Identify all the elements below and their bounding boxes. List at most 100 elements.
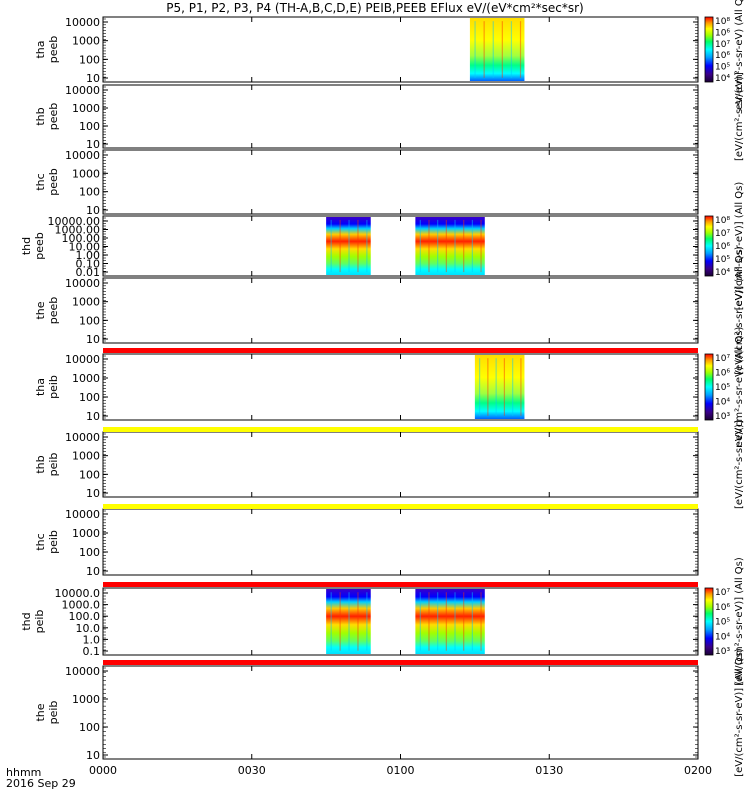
- y-tick-label: 1000: [72, 527, 100, 540]
- y-tick-label: 10000.0: [55, 587, 101, 600]
- spectrogram-streak: [454, 219, 456, 273]
- y-tick-label: 10000.00: [48, 215, 101, 228]
- spectrogram-streak: [463, 592, 465, 651]
- spectrogram-streak: [479, 358, 481, 416]
- panel-frame: [102, 84, 699, 149]
- y-tick-label: 10: [86, 410, 100, 423]
- spectrogram-streak: [519, 21, 522, 78]
- y-tick-label: 1000: [72, 372, 100, 385]
- colorbar-tick-label: 10⁸: [715, 216, 730, 226]
- colorbar-tick-label: 10⁷: [715, 40, 730, 50]
- y-tick-label: 10.0: [76, 622, 101, 635]
- y-tick-label: 1.0: [83, 633, 101, 646]
- panel-frame: [102, 149, 699, 215]
- colorbar: [704, 587, 714, 656]
- panel-label-instrument: peib: [47, 701, 60, 725]
- colorbar-tick-label: 10⁶: [715, 369, 730, 379]
- colorbar-tick-label: 10⁶: [715, 603, 730, 613]
- x-tick-label: 0200: [684, 764, 712, 777]
- spectrogram-streak: [357, 592, 359, 651]
- y-tick-label: 100.0: [69, 610, 101, 623]
- panel-frame: [102, 215, 699, 277]
- spectrogram-streak: [428, 219, 430, 273]
- spectrogram-streak: [471, 219, 473, 273]
- spectrogram-streak: [474, 21, 476, 78]
- y-tick-label: 100: [79, 314, 100, 327]
- colorbar-label: [eV/(cm²-s-sr-eV)]: [734, 420, 745, 509]
- y-tick-label: 10: [86, 749, 100, 762]
- colorbar-tick-label: 10³: [715, 412, 730, 422]
- spectrogram-streak: [437, 219, 439, 273]
- y-tick-label: 10: [86, 487, 100, 500]
- panel-label-instrument: peib: [47, 453, 60, 477]
- y-tick-label: 0.10: [76, 258, 101, 271]
- spectrogram-streak: [480, 592, 482, 651]
- spectrogram-streak: [330, 219, 332, 273]
- spectrogram-streak: [495, 358, 497, 416]
- flag-bar: [103, 504, 698, 509]
- spectrogram-streak: [339, 592, 341, 651]
- spectrogram-streak: [492, 21, 494, 78]
- panel-label-probe: tha: [34, 378, 47, 396]
- panel-label-probe: thc: [34, 173, 47, 190]
- chart-title: P5, P1, P2, P3, P4 (TH-A,B,C,D,E) PEIB,P…: [166, 1, 584, 15]
- spectrogram-streak: [330, 592, 332, 651]
- spectrogram-streak: [520, 358, 522, 416]
- y-tick-label: 100: [79, 468, 100, 481]
- panel-label-probe: thb: [34, 455, 47, 473]
- colorbar-label: [eV/(cm²-s-sr-eV)] (All Qs): [734, 557, 745, 686]
- spectrogram-streak: [501, 21, 503, 78]
- y-tick-label: 100: [79, 546, 100, 559]
- colorbar-tick-label: 10⁵: [715, 255, 730, 265]
- panel-label-probe: thd: [20, 612, 33, 630]
- spectrogram-streak: [445, 592, 447, 651]
- y-tick-label: 100: [79, 53, 100, 66]
- y-tick-label: 100: [79, 186, 100, 199]
- x-tick-label: 0030: [238, 764, 266, 777]
- y-tick-label: 10000: [65, 84, 100, 97]
- panel-label-probe: thd: [20, 237, 33, 255]
- panel-frame: [102, 353, 699, 421]
- y-tick-label: 10: [86, 204, 100, 217]
- panel-label-probe: the: [34, 301, 47, 319]
- panel-label-instrument: peib: [47, 375, 60, 399]
- y-tick-label: 10: [86, 138, 100, 151]
- flag-bar: [103, 582, 698, 587]
- panel-frame: [102, 665, 699, 760]
- y-tick-label: 1000.0: [62, 599, 101, 612]
- colorbar-tick-label: 10⁴: [715, 632, 730, 642]
- spectrogram-streak: [480, 219, 482, 273]
- colorbar-label: [eV/(cm²-s-sr-eV)] (All Qs): [734, 246, 745, 375]
- spectrogram-block: [415, 217, 485, 275]
- colorbar-label: [eV/(cm²-s-sr-eV)] (All Qs): [734, 182, 745, 311]
- panel-frame: [102, 16, 699, 83]
- y-tick-label: 1000: [72, 693, 100, 706]
- spectrogram-streak: [348, 592, 350, 651]
- y-tick-label: 100: [79, 120, 100, 133]
- spectrogram-streak: [366, 592, 368, 651]
- spectrogram-block: [326, 217, 371, 275]
- colorbar-tick-label: 10⁸: [715, 17, 730, 27]
- colorbar-tick-label: 10⁴: [715, 268, 730, 278]
- y-tick-label: 10000: [65, 431, 100, 444]
- y-tick-label: 1000.00: [55, 224, 101, 237]
- spectrogram-block: [474, 355, 525, 419]
- colorbar-label: [eV/(cm²-s-sr-eV)]: [734, 72, 745, 161]
- y-tick-label: 10000: [65, 16, 100, 29]
- panel-frame: [102, 508, 699, 576]
- y-tick-label: 10: [86, 72, 100, 85]
- y-tick-label: 10000: [65, 149, 100, 162]
- x-tick-label: 0000: [89, 764, 117, 777]
- y-tick-label: 10.00: [69, 241, 101, 254]
- panel-label-probe: the: [34, 703, 47, 721]
- spectrogram-streak: [339, 219, 341, 273]
- time-format-label: hhmm: [6, 766, 42, 779]
- y-tick-label: 10000: [65, 277, 100, 290]
- spectrogram-streak: [348, 219, 350, 273]
- spectrogram-streak: [428, 592, 430, 651]
- colorbar-label: [eV/(cm²-s-sr-eV)] (All Qs): [734, 648, 745, 777]
- colorbar-tick-label: 10⁴: [715, 74, 730, 84]
- colorbar-label: eV/(cm²-s-sr-eV) (All Qs): [734, 0, 745, 110]
- spectrogram-streak: [357, 219, 359, 273]
- colorbar: [704, 215, 714, 277]
